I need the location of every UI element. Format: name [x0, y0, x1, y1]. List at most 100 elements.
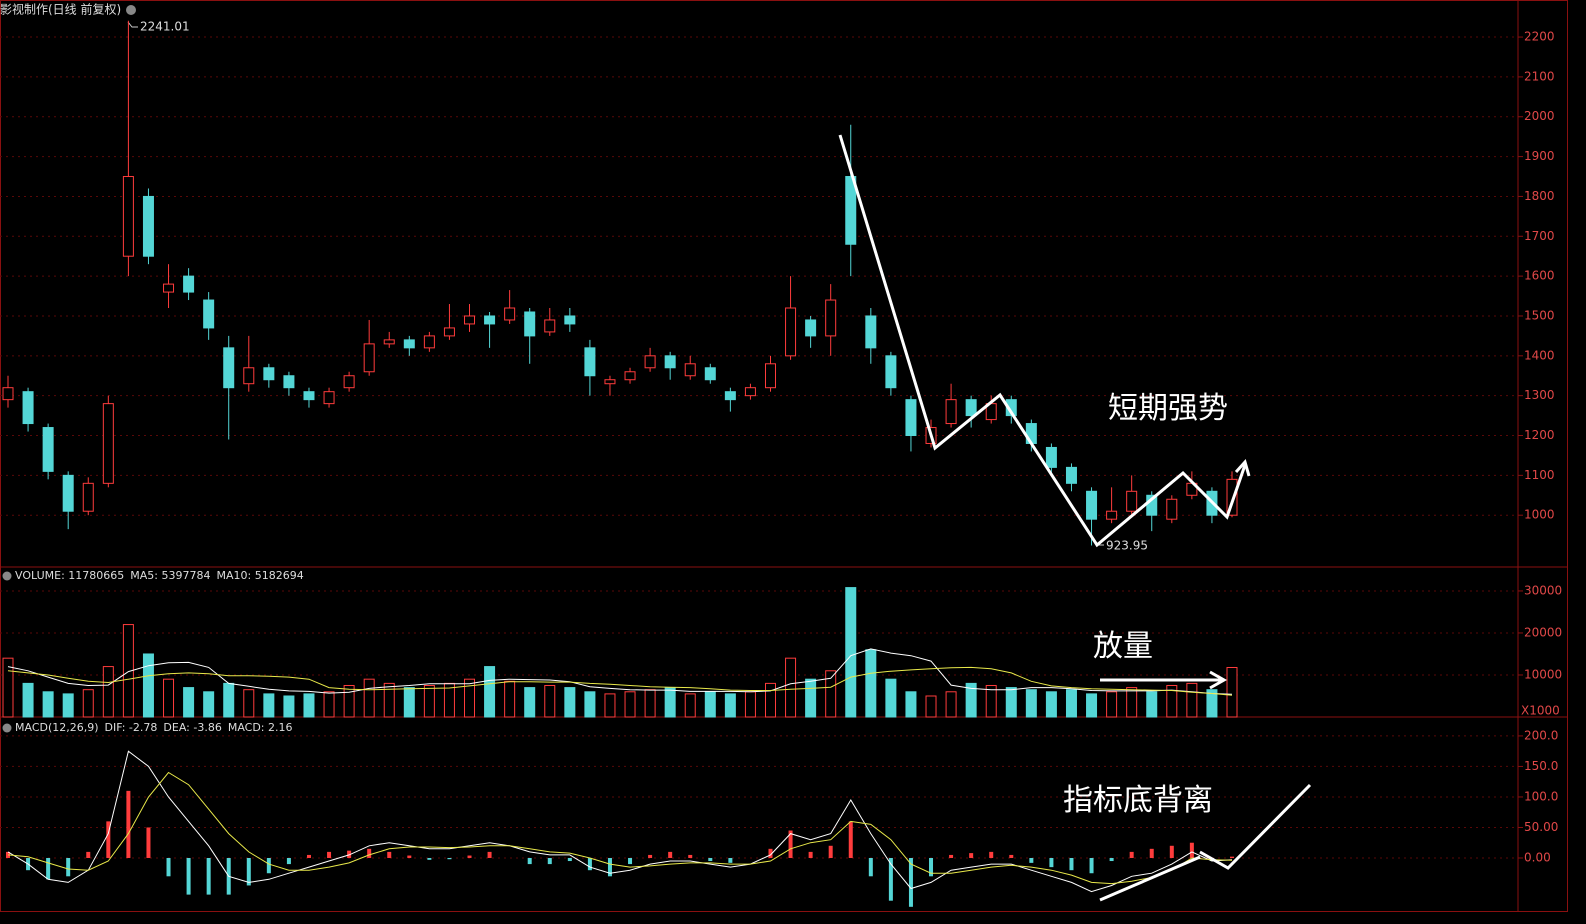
candle-body [343, 375, 355, 389]
macd-bar [808, 851, 813, 858]
volume-bar [564, 687, 576, 718]
candle-body [885, 355, 897, 389]
volume-bar [664, 687, 676, 718]
y-tick-label: 1100 [1524, 468, 1555, 482]
candle-body [62, 474, 74, 512]
candle-body [825, 299, 837, 337]
volume-bar [985, 684, 997, 718]
volume-bar [905, 691, 917, 718]
macd-bar [1049, 857, 1054, 868]
volume-bar [1005, 687, 1017, 718]
volume-bar [1045, 691, 1057, 718]
panel-icon[interactable] [2, 571, 12, 581]
volume-bar [825, 670, 837, 718]
macd-bar [969, 853, 974, 858]
macd-bar [66, 857, 71, 877]
volume-bar [684, 693, 696, 718]
frame [0, 0, 1568, 912]
candle-body [1106, 510, 1118, 520]
candle-body [484, 315, 496, 325]
y-tick-label: 10000 [1524, 667, 1562, 681]
trend-line [1099, 855, 1201, 902]
y-tick-label: 0.00 [1524, 850, 1551, 864]
macd-bar [1149, 848, 1154, 858]
y-tick-label: 30000 [1524, 583, 1562, 597]
candle-body [704, 367, 716, 381]
macd-bar [1129, 851, 1134, 858]
macd-bar [768, 848, 773, 858]
volume-bar [744, 691, 756, 718]
candle-body [403, 339, 415, 349]
volume-bar [1025, 689, 1037, 718]
arrow-head [1234, 458, 1251, 477]
macd-bar [1189, 842, 1194, 858]
volume-bar [1186, 682, 1198, 718]
candle-body [1065, 466, 1077, 484]
candle-body [664, 355, 676, 369]
legend-entry: MACD(12,26,9) [15, 721, 99, 734]
macd-bar [788, 830, 793, 858]
volume-bar [1106, 691, 1118, 718]
candle-body [624, 371, 636, 381]
macd-bar [628, 857, 633, 865]
volume-bar [363, 678, 375, 718]
volume-bar [644, 689, 656, 718]
macd-bar [1069, 857, 1074, 871]
macd-bar [1009, 854, 1014, 858]
y-tick-label: 1200 [1524, 428, 1555, 442]
candle-body [905, 399, 917, 437]
macd-bar [527, 857, 532, 865]
macd-bar [547, 857, 552, 865]
y-tick-label: 1900 [1524, 149, 1555, 163]
chart-title: 影视制作(日线 前复权) [0, 2, 121, 17]
volume-bar [1226, 667, 1238, 718]
macd-bar [126, 790, 131, 858]
y-tick-label: 1500 [1524, 308, 1555, 322]
dif-line [7, 750, 1233, 893]
volume-bar [323, 691, 335, 718]
dropdown-icon[interactable] [126, 5, 136, 15]
candle-body [845, 176, 857, 245]
candle-body [564, 315, 576, 325]
y-tick-label: 50.00 [1524, 820, 1558, 834]
y-tick-label: 20000 [1524, 625, 1562, 639]
volume-bar [1166, 684, 1178, 718]
high-label: 2241.01 [140, 20, 190, 34]
macd-bar [347, 850, 352, 858]
macd-bar [106, 821, 111, 858]
volume-bar [584, 691, 596, 718]
marks: 1000 1100 1200 1300 1400 1500 1600 1700 1800 1900… [0, 20, 1562, 907]
volume-bar [1086, 693, 1098, 718]
candle-body [644, 355, 656, 369]
legend-entry: MA10: 5182694 [216, 569, 303, 582]
volume-bar [82, 689, 94, 718]
volume-bar [845, 587, 857, 718]
macd-bar [1089, 857, 1094, 874]
trend-line [1199, 783, 1312, 870]
macd-bar [688, 854, 693, 858]
macd-bar [467, 855, 472, 858]
volume-bar [62, 693, 74, 718]
macd-bar [648, 854, 653, 858]
volume-bar [604, 693, 616, 718]
arrow-head [1209, 670, 1228, 690]
volume-bar [524, 687, 536, 718]
candle-body [785, 307, 797, 357]
volume-bar [544, 684, 556, 718]
candle-body [504, 307, 516, 321]
candle-body [965, 399, 977, 417]
panel-icon[interactable] [2, 723, 12, 733]
volume-bar [885, 678, 897, 718]
macd-bar [387, 851, 392, 858]
candle-body [223, 347, 235, 389]
candle-body [383, 339, 395, 345]
volume-bar [945, 691, 957, 718]
macd-bar [46, 857, 51, 880]
y-tick-label: 1600 [1524, 269, 1555, 283]
volume-bar [764, 682, 776, 718]
candle-body [42, 427, 54, 472]
volume-bar [203, 691, 215, 718]
volume-bar [865, 649, 877, 718]
candle-body [1126, 490, 1138, 512]
